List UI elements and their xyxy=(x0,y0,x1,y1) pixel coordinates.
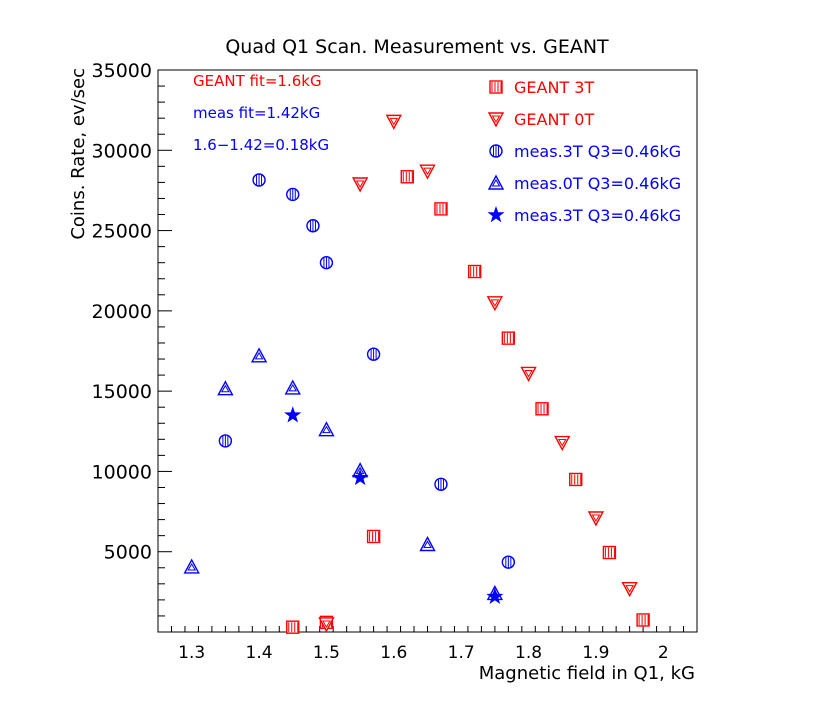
data-point-triangle-down xyxy=(351,177,369,193)
y-tick-label: 30000 xyxy=(92,140,152,162)
legend-marker-square xyxy=(489,80,503,94)
y-tick-label: 25000 xyxy=(92,221,152,243)
data-point-triangle-down xyxy=(621,581,638,598)
data-point-triangle-up xyxy=(250,347,268,363)
data-point-triangle-up xyxy=(419,536,436,552)
data-point-square xyxy=(636,613,650,627)
data-point-square xyxy=(602,545,617,560)
y-tick-label: 15000 xyxy=(92,381,152,403)
data-point-star xyxy=(351,468,369,486)
y-axis-label: Coins. Rate, ev/sec xyxy=(68,68,89,240)
legend-entry: GEANT 3T xyxy=(514,78,594,97)
x-tick-label: 1.6 xyxy=(380,643,407,663)
data-point-triangle-down xyxy=(587,511,605,527)
data-point-triangle-up xyxy=(217,380,234,396)
data-point-triangle-down xyxy=(520,366,537,382)
data-point-circle xyxy=(252,173,266,187)
data-point-triangle-down xyxy=(385,114,402,130)
data-point-circle xyxy=(306,219,320,233)
y-tick-label: 5000 xyxy=(104,542,152,564)
legend-marker-triangle-down xyxy=(487,112,505,128)
legend-entry: meas.0T Q3=0.46kG xyxy=(514,174,681,193)
legend-marker-triangle-up xyxy=(487,174,505,190)
data-point-triangle-down xyxy=(486,296,504,312)
legend-marker-star xyxy=(487,205,505,223)
data-point-triangle-down xyxy=(419,164,436,180)
data-point-circle xyxy=(286,187,300,202)
y-tick-label: 20000 xyxy=(92,301,152,323)
x-tick-label: 1.8 xyxy=(515,643,542,663)
data-point-square xyxy=(286,620,300,634)
legend-marker-circle xyxy=(489,144,503,158)
data-point-circle xyxy=(501,555,516,569)
legend-entry: meas.3T Q3=0.46kG xyxy=(514,142,681,161)
data-point-triangle-down xyxy=(554,435,571,452)
legend-entry: meas.3T Q3=0.46kG xyxy=(514,206,681,225)
data-point-circle xyxy=(218,434,233,448)
y-tick-label: 10000 xyxy=(92,461,152,483)
data-point-square xyxy=(400,170,414,184)
data-point-circle xyxy=(434,477,448,491)
fit-annotation: meas fit=1.42kG xyxy=(193,104,320,122)
chart-title: Quad Q1 Scan. Measurement vs. GEANT xyxy=(225,36,609,58)
x-tick-label: 2 xyxy=(658,643,669,663)
x-axis-label: Magnetic field in Q1, kG xyxy=(479,663,695,684)
data-point-square xyxy=(501,331,516,345)
data-point-triangle-down xyxy=(318,617,335,633)
data-point-square xyxy=(366,529,381,544)
x-tick-label: 1.7 xyxy=(448,643,475,663)
data-point-square xyxy=(467,264,482,279)
data-point-triangle-up xyxy=(318,421,335,437)
data-point-triangle-up xyxy=(183,558,200,574)
y-tick-label: 35000 xyxy=(92,60,152,82)
legend-entry: GEANT 0T xyxy=(514,110,594,129)
data-point-square xyxy=(569,472,583,487)
fit-annotation: GEANT fit=1.6kG xyxy=(193,72,322,90)
x-tick-label: 1.9 xyxy=(582,643,609,663)
data-point-star xyxy=(486,587,504,604)
data-point-circle xyxy=(319,255,334,270)
fit-annotation: 1.6−1.42=0.18kG xyxy=(193,136,329,154)
data-point-star xyxy=(284,406,302,423)
x-tick-label: 1.5 xyxy=(313,643,340,663)
x-tick-label: 1.4 xyxy=(246,643,273,663)
data-point-circle xyxy=(366,347,381,361)
data-point-triangle-up xyxy=(284,379,301,395)
data-point-square xyxy=(535,402,549,416)
x-tick-label: 1.3 xyxy=(178,643,205,663)
data-point-square xyxy=(434,202,448,216)
